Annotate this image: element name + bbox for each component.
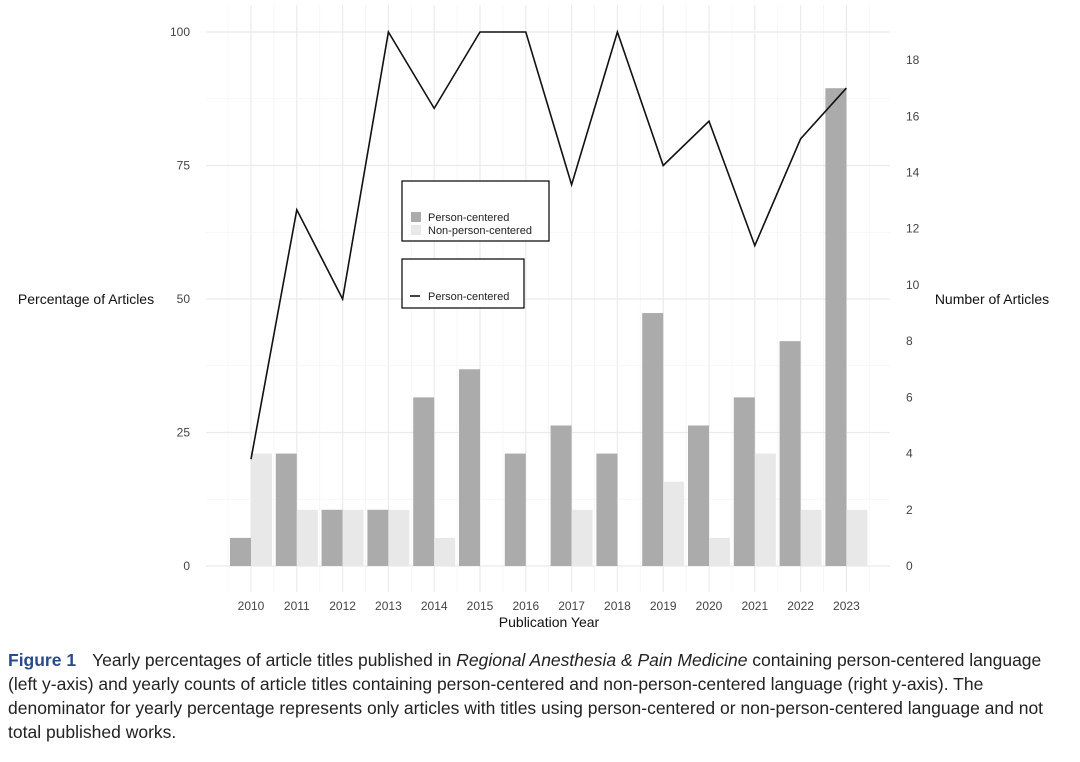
- legend-swatch-non-person-centered: [411, 225, 421, 235]
- bar-non-person-centered-2023: [846, 509, 868, 566]
- bar-non-person-centered-2011: [296, 509, 318, 566]
- x-axis-label: Publication Year: [499, 614, 600, 630]
- bar-person-centered-2020: [688, 425, 709, 566]
- bar-person-centered-2014: [413, 397, 435, 566]
- legend-bars-box: [401, 180, 550, 242]
- bar-person-centered-2013: [367, 509, 389, 566]
- bar-non-person-centered-2013: [388, 509, 410, 566]
- bar-non-person-centered-2010: [251, 453, 272, 566]
- y-right-tick-12: 12: [906, 222, 920, 236]
- y-left-label: Percentage of Articles: [18, 291, 154, 307]
- y-left-tick-25: 25: [177, 426, 191, 440]
- legend-bars: Person-centered Non-person-centered: [401, 180, 550, 242]
- bar-person-centered-2010: [230, 537, 251, 566]
- caption-text-before: Yearly percentages of article titles pub…: [92, 650, 457, 670]
- bar-non-person-centered-2022: [800, 509, 822, 566]
- x-tick-2019: 2019: [650, 599, 677, 613]
- bar-person-centered-2017: [550, 425, 572, 566]
- legend-line-label: Person-centered: [428, 291, 509, 303]
- x-tick-2021: 2021: [741, 599, 768, 613]
- y-right-tick-0: 0: [906, 559, 913, 573]
- y-right-tick-6: 6: [906, 390, 913, 404]
- bar-non-person-centered-2021: [754, 453, 776, 566]
- y-left-tick-50: 50: [177, 292, 191, 306]
- bar-person-centered-2019: [642, 313, 664, 566]
- y-right-tick-18: 18: [906, 53, 920, 67]
- x-tick-2022: 2022: [787, 599, 814, 613]
- bar-non-person-centered-2020: [709, 537, 730, 566]
- bar-person-centered-2015: [459, 369, 480, 566]
- bars: [230, 88, 868, 567]
- bar-non-person-centered-2014: [434, 537, 456, 566]
- x-tick-2018: 2018: [604, 599, 631, 613]
- x-tick-2010: 2010: [238, 599, 265, 613]
- legend-line: Person-centered: [401, 258, 525, 309]
- y-right-tick-4: 4: [906, 447, 913, 461]
- x-tick-2020: 2020: [696, 599, 723, 613]
- y-left-tick-75: 75: [177, 159, 191, 173]
- line-person-centered-percentage: [250, 29, 847, 460]
- left-axis-ticks: 0 25 50 75 100: [170, 25, 190, 573]
- bar-non-person-centered-2017: [571, 509, 593, 566]
- bar-non-person-centered-2019: [663, 481, 685, 566]
- caption-text-after: containing person-centered language (lef…: [8, 650, 1044, 742]
- x-tick-2014: 2014: [421, 599, 448, 613]
- bar-person-centered-2018: [596, 453, 618, 566]
- y-left-tick-100: 100: [170, 25, 190, 39]
- percentage-line: [250, 29, 847, 460]
- legend-swatch-person-centered: [411, 212, 421, 222]
- x-tick-2023: 2023: [833, 599, 860, 613]
- legend-label-non-person-centered: Non-person-centered: [428, 225, 532, 237]
- x-tick-2011: 2011: [284, 599, 310, 613]
- y-right-tick-16: 16: [906, 109, 920, 123]
- bar-person-centered-2011: [275, 453, 297, 566]
- x-axis-ticks: 2010 2011 2012 2013 2014 2015 2016 2017 2018 2019…: [238, 599, 860, 613]
- bar-person-centered-2016: [504, 453, 526, 566]
- bar-person-centered-2012: [321, 509, 343, 566]
- bar-person-centered-2023: [825, 88, 847, 567]
- caption-journal-name: Regional Anesthesia & Pain Medicine: [456, 650, 748, 670]
- right-axis-ticks: 0 2 4 6 8 10 12 14 16 18: [906, 53, 920, 573]
- figure-label: Figure 1: [8, 650, 77, 670]
- x-tick-2012: 2012: [329, 599, 356, 613]
- figure-caption: Figure 1 Yearly percentages of article ti…: [8, 648, 1072, 744]
- bar-non-person-centered-2012: [342, 509, 364, 566]
- y-left-tick-0: 0: [183, 559, 190, 573]
- x-tick-2016: 2016: [512, 599, 539, 613]
- x-tick-2015: 2015: [467, 599, 494, 613]
- x-tick-2013: 2013: [375, 599, 402, 613]
- legend-line-box: [401, 258, 525, 309]
- y-right-tick-14: 14: [906, 166, 920, 180]
- y-right-tick-8: 8: [906, 334, 913, 348]
- bar-person-centered-2021: [733, 397, 755, 566]
- bar-person-centered-2022: [779, 341, 801, 566]
- legend-label-person-centered: Person-centered: [428, 212, 509, 224]
- y-right-tick-10: 10: [906, 278, 920, 292]
- y-right-label: Number of Articles: [935, 291, 1049, 307]
- x-tick-2017: 2017: [558, 599, 585, 613]
- y-right-tick-2: 2: [906, 503, 913, 517]
